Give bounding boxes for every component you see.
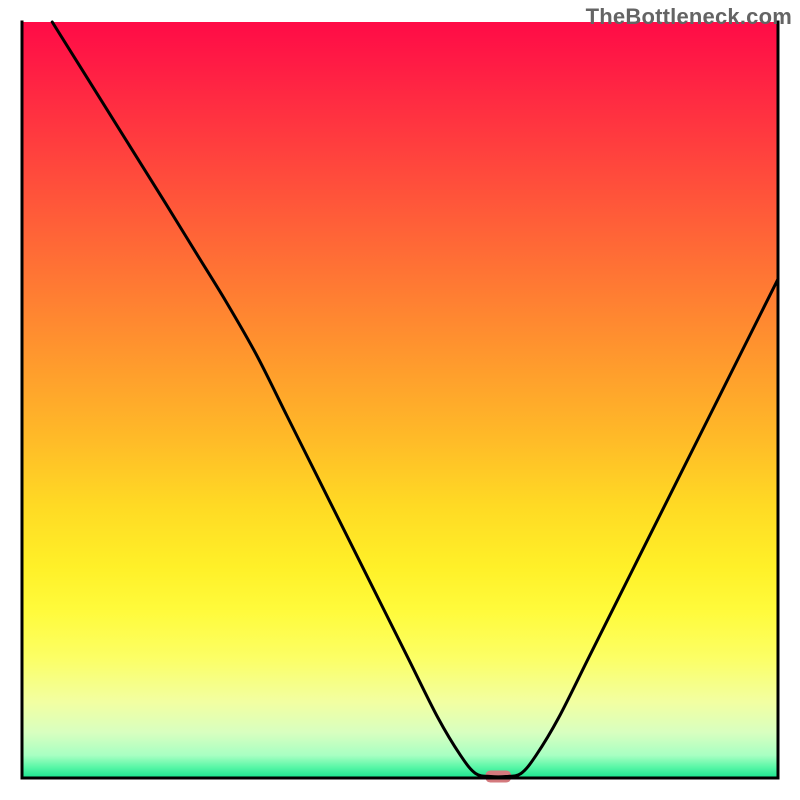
gradient-background [22, 22, 778, 778]
chart-svg [0, 0, 800, 800]
bottleneck-chart: TheBottleneck.com [0, 0, 800, 800]
